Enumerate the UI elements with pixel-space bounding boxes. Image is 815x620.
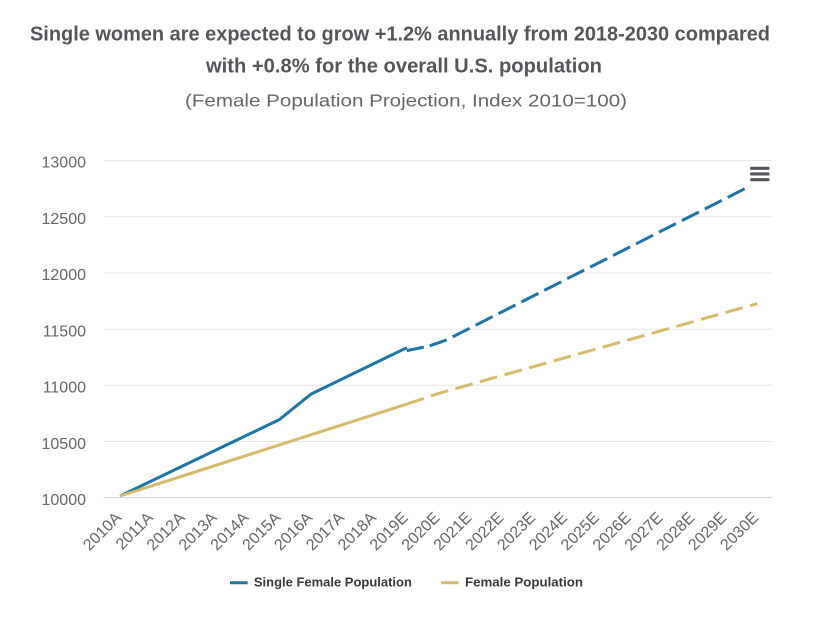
svg-text:Single women are expected to g: Single women are expected to grow +1.2% … [30,24,770,46]
svg-text:10000: 10000 [42,492,87,509]
svg-text:Single Female Population: Single Female Population [254,575,412,590]
svg-text:10500: 10500 [42,436,87,453]
svg-text:12000: 12000 [42,267,87,284]
svg-text:11500: 11500 [43,323,86,340]
svg-text:11000: 11000 [43,380,86,397]
svg-text:12500: 12500 [42,211,87,228]
svg-text:Female Population: Female Population [465,575,583,590]
svg-text:(Female Population Projection,: (Female Population Projection, Index 201… [185,91,627,111]
svg-text:with +0.8% for the overall U.S: with +0.8% for the overall U.S. populati… [205,56,602,78]
svg-text:13000: 13000 [42,155,87,172]
